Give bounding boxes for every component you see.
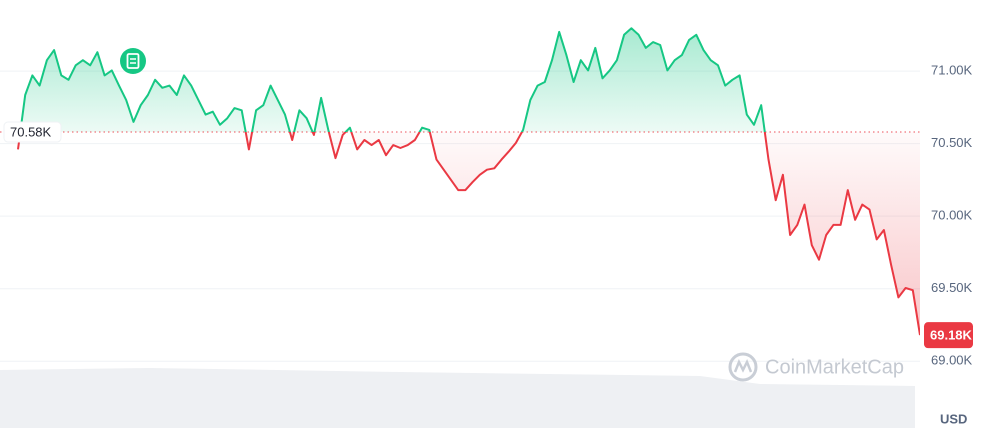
price-line-up xyxy=(19,27,766,133)
currency-label: USD xyxy=(940,411,967,426)
price-line-down xyxy=(17,132,920,336)
watermark: CoinMarketCap xyxy=(728,352,904,382)
note-icon[interactable] xyxy=(120,48,146,74)
volume-area xyxy=(0,368,915,428)
last-price-box xyxy=(924,322,973,349)
watermark-icon-m xyxy=(733,358,753,373)
y-tick-label: 70.00K xyxy=(931,208,973,223)
y-tick-label: 70.50K xyxy=(931,135,973,150)
watermark-icon xyxy=(728,352,758,382)
note-glyph xyxy=(126,53,140,69)
y-tick-label: 69.00K xyxy=(931,353,973,368)
last-price-label: 69.18K xyxy=(930,328,973,343)
y-tick-label: 69.50K xyxy=(931,280,973,295)
note-circle[interactable] xyxy=(120,48,146,74)
plot: 70.58K xyxy=(0,27,920,336)
y-tick-label: 71.00K xyxy=(931,63,973,78)
area-down xyxy=(18,132,920,336)
watermark-text: CoinMarketCap xyxy=(765,356,904,378)
reference-label: 70.58K xyxy=(10,124,52,139)
reference-label-box xyxy=(3,121,62,143)
area-up xyxy=(18,28,920,133)
